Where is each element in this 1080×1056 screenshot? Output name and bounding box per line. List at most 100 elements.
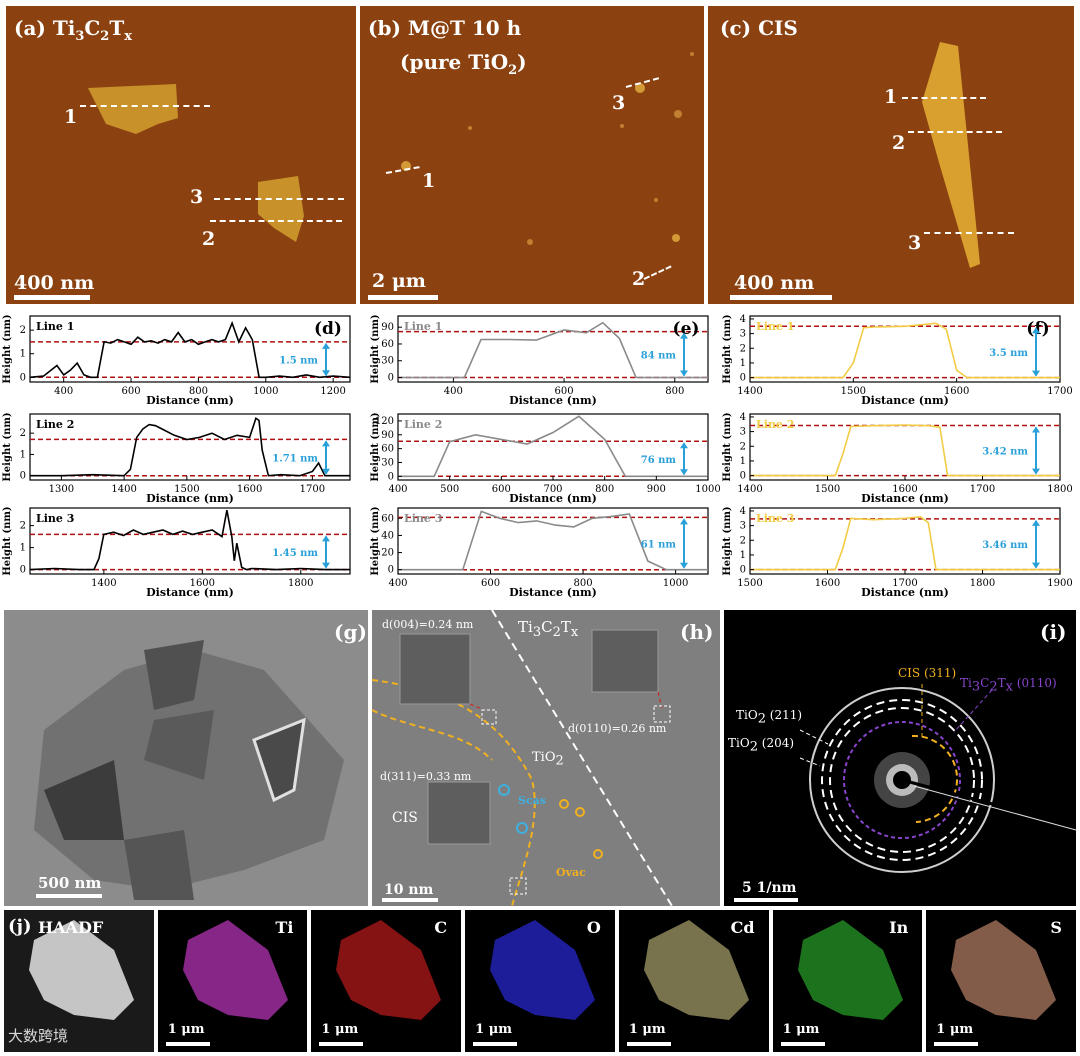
panel-label: (e) [673,319,700,339]
scale-bar-label: 2 μm [372,270,426,292]
series-legend: Line 1 [756,320,794,333]
eds-map-o: O 1 μm [465,910,615,1052]
y-tick-label: 30 [381,356,394,367]
y-tick-label: 4 [740,412,746,423]
x-tick-label: 1800 [970,578,995,589]
arrow-head-bottom [322,370,330,377]
x-tick-label: 800 [574,578,593,589]
d004-label: d(004)=0.24 nm [382,618,474,631]
cis-label: CIS [392,810,418,826]
panel-j-label: (j) [8,916,32,937]
y-tick-label: 4 [740,506,746,517]
chart-d1: 400 600 800 1000 1200 0 1 2 Distance (nm) Height … [2,314,351,407]
eds-map-cd: Cd 1 μm [618,910,769,1052]
series-legend: Line 3 [756,512,794,525]
x-axis-label: Distance (nm) [509,492,597,505]
eds-signal [490,920,596,1020]
y-tick-label: 3 [740,427,746,438]
y-tick-label: 2 [740,343,746,354]
x-tick-label: 1300 [49,484,74,495]
eds-signal [643,920,749,1020]
plot-frame [397,507,709,575]
profile-series-line [750,322,1060,379]
scale-bar-label: 1 μm [321,1022,359,1037]
arrow-head-top [680,332,688,339]
x-tick-label: 1600 [815,578,840,589]
height-annotation: 3.42 nm [982,447,1028,458]
y-tick-label: 0 [740,565,746,576]
element-distribution [336,920,442,1020]
profile-series-line [29,510,350,571]
x-axis-label: Distance (nm) [146,492,234,505]
arrow-head-bottom [322,562,330,569]
afm-flake-c [922,42,980,268]
series-legend: Line 1 [404,320,442,333]
x-axis-label: Distance (nm) [509,586,597,599]
panel-b-sublabel: (pure TiO2) [400,50,527,78]
eds-element-label: In [889,918,909,937]
afm-particles-b [401,52,694,245]
arrow-head-bottom [680,469,688,476]
arrow-head-bottom [322,468,330,475]
cis311-label: CIS (311) [898,666,957,680]
x-axis-label: Distance (nm) [146,394,234,407]
eds-map-c: C 1 μm [311,910,462,1052]
y-tick-label: 2 [20,325,26,336]
x-tick-label: 1000 [253,386,278,397]
panel-label: (f) [1026,319,1049,339]
scale-bar-label: 1 μm [475,1022,512,1037]
tio2-211-label: TiO2 (211) [736,708,803,727]
x-tick-label: 800 [595,484,614,495]
saed-pattern [799,684,1076,873]
eds-map-in: In 1 μm [772,910,923,1052]
height-annotation: 76 nm [641,455,677,466]
scale-bar-label: 400 nm [734,272,815,294]
y-tick-label: 1 [20,349,26,360]
height-annotation: 1.5 nm [279,356,318,367]
chart-d3: 1400 1600 1800 0 1 2 Distance (nm) Height (nm) L… [2,506,351,599]
y-tick-label: 0 [20,372,26,383]
y-axis-label: Height (nm) [2,314,13,383]
scale-bar-label: 1 μm [628,1022,666,1037]
panel-a-label: (a) Ti3C2Tx [14,16,132,44]
eds-element-label: HAADF [38,918,104,937]
height-annotation: 84 nm [641,351,677,362]
afm-panel-c: (c) CIS 1 2 3 400 nm [708,6,1074,304]
panel-h-label: (h) [680,620,714,644]
line-label-1: 1 [422,170,436,192]
x-tick-label: 1700 [970,484,995,495]
tem-particles [34,640,344,900]
scale-bar [36,894,102,898]
hrtem-overlays [372,610,673,906]
eds-map-s: S 1 μm [926,910,1076,1052]
chart-d2: 1300 1400 1500 1600 1700 0 1 2 Distance (nm) Heig… [2,412,351,505]
panel-label: (d) [314,319,342,339]
x-tick-label: 1400 [737,386,762,397]
x-axis-label: Distance (nm) [861,492,949,505]
profile-series-line [750,515,1060,571]
y-tick-label: 90 [381,322,394,333]
y-tick-label: 0 [20,565,26,576]
element-distribution [951,920,1057,1020]
y-tick-label: 4 [740,314,746,325]
panel-b-label: (b) M@T 10 h [368,16,522,40]
eds-element-label: C [434,918,448,937]
ti3c2tx-label: Ti3C2Tx [518,618,579,640]
x-axis-label: Distance (nm) [861,394,949,407]
y-axis-label: Height (nm) [722,506,733,575]
x-tick-label: 1900 [1047,578,1072,589]
series-legend: Line 2 [36,418,74,431]
x-tick-label: 1400 [737,484,762,495]
scale-bar [734,898,798,902]
panel-g-label: (g) [334,620,367,644]
chart-e3: 400 600 800 1000 0 20 40 60 Distance (nm) Height … [370,506,709,599]
eds-signal [336,920,442,1020]
plot-frame [397,315,709,383]
chart-f2: 1400 1500 1600 1700 1800 0 1 2 3 4 Distance (nm) He… [722,412,1073,505]
scale-bar [165,1042,210,1046]
scale-bar-label: 1 μm [167,1022,205,1037]
x-tick-label: 1500 [174,484,199,495]
y-tick-label: 0 [388,565,394,576]
eds-element-label: Cd [730,918,755,937]
